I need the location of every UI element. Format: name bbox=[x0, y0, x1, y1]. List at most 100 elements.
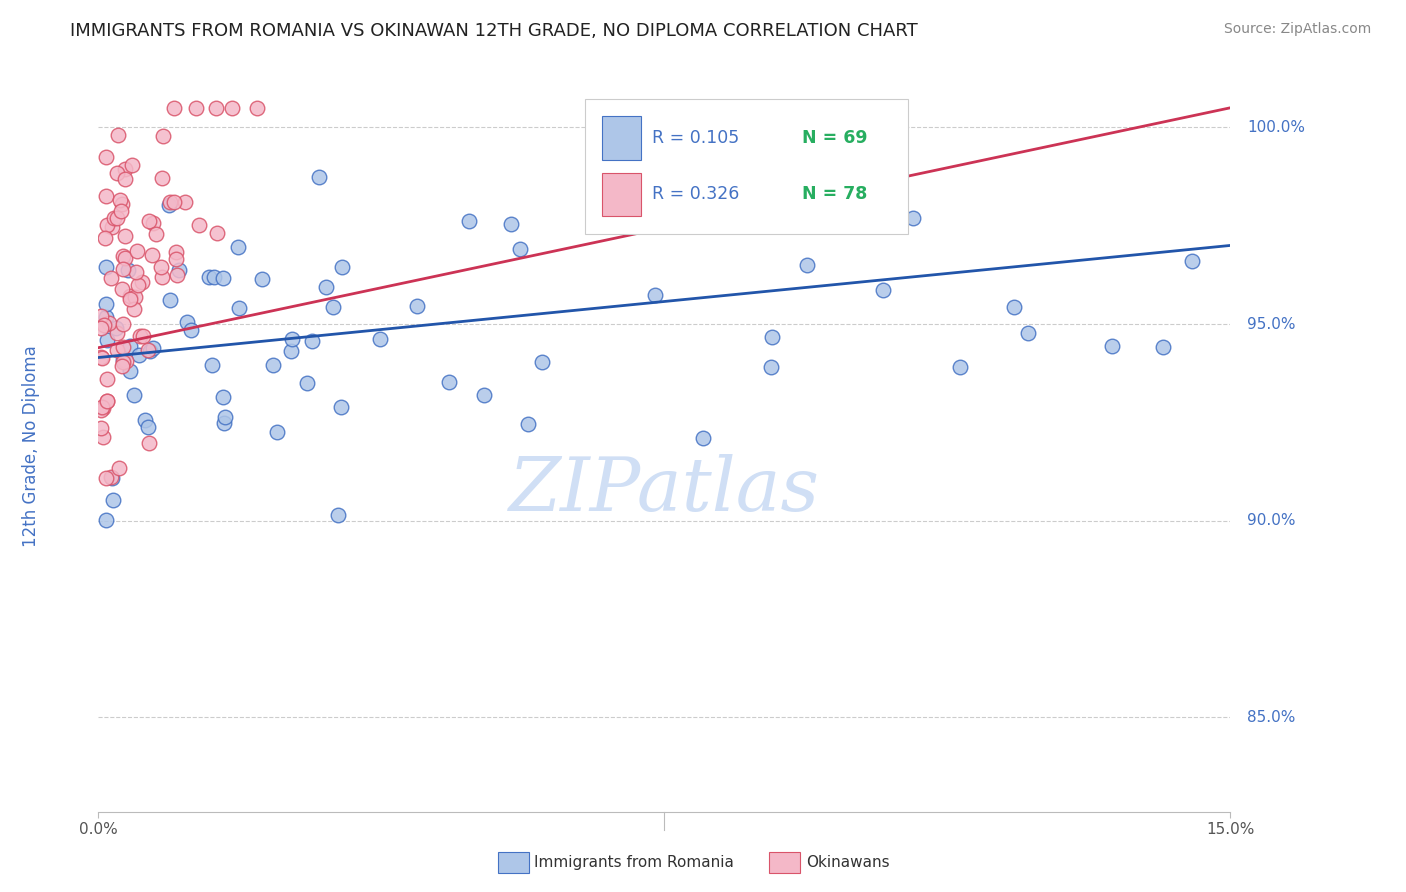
Point bbox=[165, 252, 187, 266]
Point bbox=[949, 359, 972, 374]
Point bbox=[94, 231, 117, 245]
FancyBboxPatch shape bbox=[602, 173, 641, 216]
Point bbox=[110, 203, 132, 218]
Point bbox=[295, 376, 318, 390]
Text: 90.0%: 90.0% bbox=[1247, 513, 1296, 528]
Point bbox=[114, 161, 136, 176]
Point bbox=[105, 211, 128, 226]
Point bbox=[214, 409, 236, 424]
Point bbox=[437, 375, 460, 389]
Point bbox=[128, 347, 150, 361]
Text: 100.0%: 100.0% bbox=[1247, 120, 1305, 135]
Point bbox=[100, 470, 122, 484]
Point bbox=[96, 371, 118, 385]
Point bbox=[368, 332, 391, 346]
Point bbox=[96, 150, 118, 164]
Point bbox=[94, 260, 117, 275]
Point bbox=[212, 270, 235, 285]
Point bbox=[501, 217, 523, 231]
Text: R = 0.326: R = 0.326 bbox=[652, 186, 740, 203]
Point bbox=[138, 436, 160, 450]
Point bbox=[138, 343, 160, 358]
Point bbox=[103, 493, 125, 508]
FancyBboxPatch shape bbox=[585, 98, 908, 234]
Point bbox=[118, 364, 141, 378]
Point bbox=[509, 242, 531, 256]
Point bbox=[131, 275, 153, 289]
Point bbox=[246, 101, 269, 115]
Point bbox=[100, 220, 122, 235]
Point bbox=[262, 358, 284, 372]
Point bbox=[124, 301, 146, 316]
Text: IMMIGRANTS FROM ROMANIA VS OKINAWAN 12TH GRADE, NO DIPLOMA CORRELATION CHART: IMMIGRANTS FROM ROMANIA VS OKINAWAN 12TH… bbox=[70, 22, 918, 40]
Point bbox=[205, 101, 228, 115]
Point bbox=[326, 508, 349, 522]
Point bbox=[150, 171, 173, 186]
Point bbox=[93, 429, 115, 443]
Point bbox=[138, 214, 160, 228]
Point bbox=[315, 280, 337, 294]
Point bbox=[124, 290, 146, 304]
Point bbox=[204, 270, 226, 285]
Point bbox=[107, 128, 129, 142]
Point bbox=[174, 195, 197, 210]
Point bbox=[90, 350, 112, 364]
Point bbox=[142, 342, 165, 356]
Point bbox=[201, 358, 224, 372]
Point bbox=[125, 244, 148, 258]
Point bbox=[127, 278, 149, 293]
Point bbox=[330, 401, 353, 415]
Point bbox=[252, 272, 274, 286]
Point bbox=[159, 194, 181, 209]
Point bbox=[1181, 253, 1204, 268]
Point bbox=[198, 270, 221, 285]
FancyBboxPatch shape bbox=[602, 117, 641, 160]
Point bbox=[697, 187, 720, 202]
Point bbox=[531, 354, 554, 368]
Point bbox=[159, 293, 181, 308]
Point bbox=[157, 198, 180, 212]
Point bbox=[114, 228, 136, 243]
Text: N = 69: N = 69 bbox=[803, 129, 868, 147]
Point bbox=[207, 226, 229, 240]
Text: R = 0.105: R = 0.105 bbox=[652, 129, 740, 147]
Point bbox=[111, 196, 134, 211]
Point bbox=[94, 513, 117, 527]
Point bbox=[1101, 338, 1123, 352]
Point bbox=[187, 219, 209, 233]
Text: 12th Grade, No Diploma: 12th Grade, No Diploma bbox=[21, 345, 39, 547]
Point bbox=[111, 249, 134, 263]
Point bbox=[93, 318, 115, 333]
Point bbox=[280, 331, 302, 345]
Text: Source: ZipAtlas.com: Source: ZipAtlas.com bbox=[1223, 22, 1371, 37]
Text: 85.0%: 85.0% bbox=[1247, 710, 1295, 725]
Point bbox=[166, 268, 188, 282]
Point bbox=[90, 321, 112, 335]
Point bbox=[125, 265, 148, 279]
Point bbox=[115, 353, 138, 368]
Point bbox=[94, 310, 117, 324]
Point bbox=[330, 260, 353, 275]
Point bbox=[180, 323, 202, 337]
Point bbox=[94, 297, 117, 311]
Point bbox=[165, 244, 187, 259]
Point bbox=[134, 412, 156, 426]
Point bbox=[517, 417, 540, 432]
Point bbox=[145, 227, 167, 242]
Point bbox=[1152, 341, 1174, 355]
Point bbox=[142, 216, 165, 230]
Point bbox=[117, 263, 139, 277]
Point bbox=[104, 321, 127, 335]
Point bbox=[226, 239, 249, 253]
Point bbox=[120, 293, 142, 307]
Point bbox=[90, 420, 112, 434]
Point bbox=[644, 287, 666, 301]
Point bbox=[112, 318, 135, 332]
Point bbox=[132, 329, 155, 343]
Point bbox=[692, 431, 714, 445]
Point bbox=[1017, 326, 1039, 341]
Point bbox=[111, 282, 134, 296]
Point bbox=[1002, 300, 1025, 314]
Point bbox=[105, 343, 128, 357]
Point bbox=[114, 171, 136, 186]
